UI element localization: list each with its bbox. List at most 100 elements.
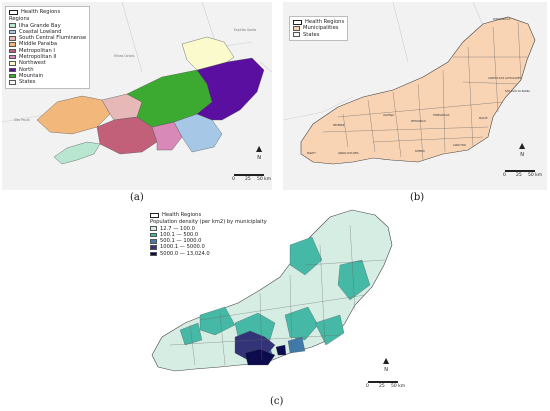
legend-health-regions-row: Health Regions: [9, 9, 86, 15]
municipalities-map: [283, 2, 536, 165]
scale-tick-50: 50 km: [257, 177, 272, 182]
caption-c: (c): [270, 396, 284, 407]
legend-item: Metropolitan I: [9, 48, 86, 54]
scale-tick-25: 25: [245, 177, 251, 182]
place-label-minas-gerais: Minas Gerais: [114, 54, 135, 58]
legend-swatch: [9, 61, 16, 66]
legend-swatch: [9, 73, 16, 79]
legend-item-label: Ilha Grande Bay: [19, 22, 61, 29]
legend-swatch: [9, 23, 16, 28]
muni-label: SÃO JOÃO DA BARRA: [505, 90, 530, 93]
muni-label: PORCIÚNCULA: [493, 18, 511, 21]
density-class-5: [244, 348, 276, 366]
north-arrow-icon: ▲ N: [256, 144, 263, 162]
legend-item-label: States: [303, 31, 320, 38]
legend-item-label: Coastal Lowland: [19, 28, 62, 35]
region-north: [196, 57, 265, 121]
legend-item: Metropolitan II: [9, 54, 86, 60]
muni-label: MACAÉ: [479, 117, 488, 120]
legend-item-label: 500.1 — 1000.0: [160, 238, 202, 245]
legend-swatch: [9, 42, 16, 47]
legend-item-label: States: [19, 79, 36, 86]
legend-swatch: [9, 67, 16, 73]
caption-b: (b): [410, 192, 425, 203]
legend-item-label: Northwest: [19, 60, 46, 67]
muni-label: CABO FRIO: [453, 144, 467, 147]
legend-item-label: North: [19, 66, 34, 73]
legend-swatch: [9, 80, 16, 85]
density-class-2: [314, 314, 345, 346]
legend-swatch: [150, 245, 157, 250]
legend-items: Municipalities States: [293, 25, 344, 38]
legend-item-label: South Central Fluminense: [19, 35, 87, 42]
legend-swatch: [293, 32, 300, 37]
legend-item: Middle Paraiba: [9, 41, 86, 47]
muni-label: CAMPOS DOS GOYTACAZES: [488, 77, 521, 80]
legend-panel-c: Health Regions Population density (per k…: [146, 209, 271, 261]
legend-item: 1000.1 — 5000.0: [150, 244, 267, 250]
legend-swatch: [150, 251, 157, 257]
region-ilha-grande: [53, 141, 101, 165]
muni-label: TERESÓPOLIS: [433, 114, 450, 117]
legend-item-label: 5000.0 — 13,024.0: [160, 250, 210, 257]
legend-items: 12.7 — 100.0 100.1 — 500.0 500.1 — 1000.0 1…: [150, 226, 267, 257]
map-panel-b: PORCIÚNCULA CAMPOS DOS GOYTACAZES SÃO JO…: [283, 2, 547, 190]
density-class-3: [287, 336, 306, 354]
legend-item-label: 100.1 — 500.0: [160, 231, 199, 238]
scale-tick-25: 25: [516, 173, 522, 178]
scale-bar: [505, 170, 535, 172]
legend-swatch: [9, 36, 16, 41]
legend-swatch: [9, 48, 16, 54]
legend-item: Ilha Grande Bay: [9, 23, 86, 29]
legend-item: States: [293, 32, 344, 38]
north-arrow-icon: ▲ N: [519, 141, 526, 159]
legend-health-regions-label: Health Regions: [162, 212, 202, 218]
map-panel-c: Health Regions Population density (per k…: [140, 205, 412, 393]
legend-swatch: [9, 29, 16, 35]
legend-health-regions-row: Health Regions: [150, 212, 267, 218]
legend-swatch: [150, 239, 157, 244]
muni-label: RESENDE: [333, 124, 345, 127]
scale-tick-50: 50 km: [528, 173, 543, 178]
scale-bar: [234, 174, 264, 176]
scale-tick-0: 0: [366, 384, 369, 389]
legend-swatch: [9, 54, 16, 60]
legend-health-regions-row: Health Regions: [293, 19, 344, 25]
density-class-2: [284, 306, 319, 341]
density-class-5: [275, 344, 287, 356]
scale-tick-25: 25: [379, 384, 385, 389]
legend-item: 5000.0 — 13,024.0: [150, 251, 267, 257]
north-arrow-icon: ▲ N: [383, 356, 390, 374]
legend-items: Ilha Grande Bay Coastal Lowland South Cent…: [9, 23, 86, 86]
map-panel-a: Minas Gerais São Paulo Espírito Santo He…: [2, 2, 272, 190]
legend-item: North: [9, 67, 86, 73]
legend-item: States: [9, 79, 86, 85]
legend-panel-b: Health Regions Municipalities States: [289, 16, 349, 41]
health-regions-swatch: [150, 212, 159, 218]
legend-item: 500.1 — 1000.0: [150, 238, 267, 244]
health-regions-swatch: [293, 19, 302, 25]
legend-item: 12.7 — 100.0: [150, 226, 267, 232]
legend-item: Municipalities: [293, 25, 344, 31]
region-northwest: [181, 36, 235, 71]
legend-item: Coastal Lowland: [9, 29, 86, 35]
legend-item-label: Mountain: [19, 72, 44, 79]
health-regions-swatch: [9, 9, 18, 15]
legend-item: South Central Fluminense: [9, 35, 86, 41]
legend-item-label: Metropolitan II: [19, 54, 57, 61]
legend-item-label: Middle Paraiba: [19, 41, 58, 48]
density-class-2: [337, 259, 371, 301]
legend-item: 100.1 — 500.0: [150, 232, 267, 238]
scale-tick-0: 0: [232, 177, 235, 182]
muni-label: ANGRA DOS REIS: [338, 152, 359, 155]
legend-density-heading: Population density (per km2) by municipl…: [150, 219, 267, 226]
legend-item-label: 12.7 — 100.0: [160, 225, 195, 232]
legend-swatch: [150, 226, 157, 231]
scale-bar: [368, 381, 398, 383]
population-density-map: [151, 209, 393, 372]
muni-label: PETRÓPOLIS: [411, 120, 426, 123]
legend-item: Northwest: [9, 60, 86, 66]
muni-label: VALENÇA: [383, 114, 395, 117]
legend-item-label: Municipalities: [303, 25, 339, 32]
density-class-2: [199, 306, 236, 336]
